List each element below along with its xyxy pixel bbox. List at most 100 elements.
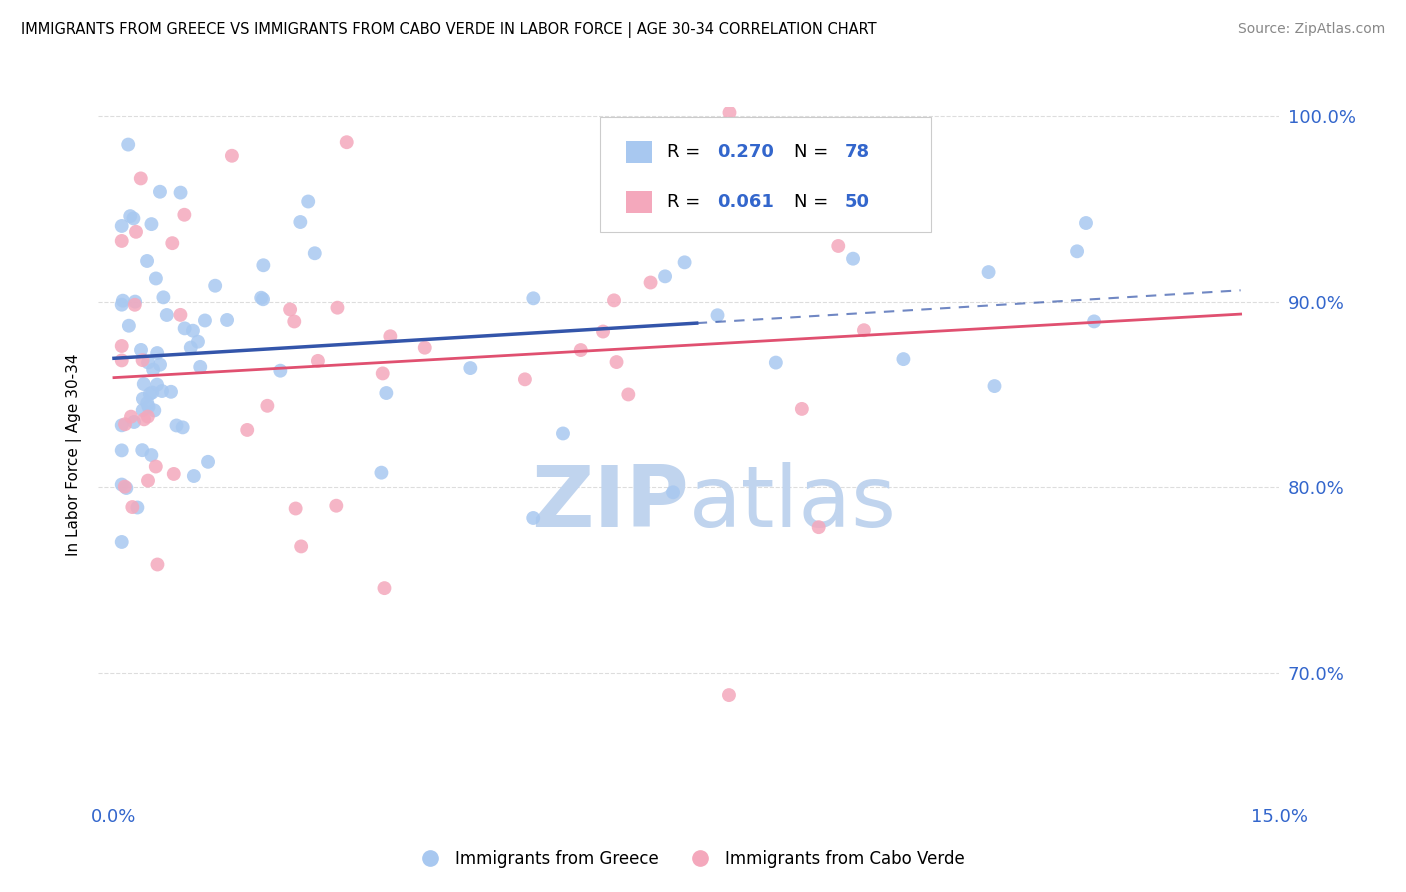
Point	[166, 418, 188, 433]
Point	[804, 219, 827, 233]
Point	[217, 313, 239, 327]
Point	[1074, 216, 1097, 230]
Point	[513, 372, 536, 386]
Point	[592, 325, 614, 339]
Point	[141, 217, 163, 231]
Text: 0.270: 0.270	[717, 143, 775, 161]
FancyBboxPatch shape	[600, 118, 931, 232]
Point	[132, 377, 155, 392]
Point	[120, 409, 142, 424]
Point	[718, 105, 741, 120]
Point	[118, 318, 141, 333]
Point	[131, 353, 153, 368]
Point	[180, 341, 202, 355]
Point	[326, 301, 349, 315]
Text: R =: R =	[666, 143, 706, 161]
Point	[146, 346, 169, 360]
Point	[673, 255, 696, 269]
Point	[136, 254, 159, 268]
Point	[290, 540, 312, 554]
Point	[111, 477, 134, 491]
FancyBboxPatch shape	[626, 141, 652, 162]
Point	[204, 278, 226, 293]
Point	[706, 308, 728, 322]
Point	[197, 455, 219, 469]
Point	[662, 485, 685, 500]
Point	[853, 210, 876, 224]
Y-axis label: In Labor Force | Age 30-34: In Labor Force | Age 30-34	[66, 353, 82, 557]
Point	[156, 308, 179, 322]
Text: IMMIGRANTS FROM GREECE VS IMMIGRANTS FROM CABO VERDE IN LABOR FORCE | AGE 30-34 : IMMIGRANTS FROM GREECE VS IMMIGRANTS FRO…	[21, 22, 877, 38]
Point	[278, 302, 301, 317]
Point	[173, 208, 195, 222]
Text: N =: N =	[794, 193, 834, 211]
Point	[827, 239, 849, 253]
Point	[250, 291, 273, 305]
Point	[136, 409, 159, 424]
Point	[181, 324, 204, 338]
Point	[163, 467, 186, 481]
Point	[136, 396, 159, 410]
Point	[717, 688, 740, 702]
Point	[297, 194, 319, 209]
Point	[139, 387, 162, 401]
Point	[136, 355, 159, 369]
Point	[114, 480, 136, 494]
Point	[146, 377, 169, 392]
Point	[252, 292, 274, 306]
Point	[373, 581, 395, 595]
Point	[120, 209, 142, 223]
Point	[172, 420, 194, 434]
Point	[654, 269, 676, 284]
Point	[146, 558, 169, 572]
Point	[1083, 314, 1105, 328]
Point	[380, 329, 402, 343]
Point	[765, 355, 787, 369]
Point	[111, 298, 134, 312]
Point	[122, 211, 145, 226]
Point	[983, 379, 1005, 393]
Point	[111, 339, 134, 353]
Point	[152, 290, 174, 304]
Point	[283, 314, 305, 328]
Point	[142, 362, 165, 376]
Point	[370, 466, 392, 480]
Point	[132, 412, 155, 426]
Point	[143, 403, 166, 417]
Point	[114, 417, 136, 432]
Point	[569, 343, 592, 357]
Point	[117, 137, 139, 152]
Point	[160, 384, 183, 399]
Point	[129, 343, 152, 357]
Point	[121, 500, 143, 514]
Point	[141, 385, 163, 400]
Point	[371, 367, 394, 381]
Point	[977, 265, 1000, 279]
Point	[284, 501, 307, 516]
Point	[252, 258, 274, 272]
Point	[375, 386, 398, 401]
Point	[893, 352, 915, 367]
Point	[173, 321, 195, 335]
Point	[129, 171, 152, 186]
Point	[111, 535, 134, 549]
Point	[807, 520, 830, 534]
Point	[603, 293, 626, 308]
Point	[122, 415, 145, 429]
Point	[336, 135, 359, 149]
Point	[236, 423, 259, 437]
Point	[138, 400, 160, 414]
Point	[111, 443, 134, 458]
Point	[131, 443, 153, 458]
Text: 50: 50	[845, 193, 870, 211]
Point	[617, 387, 640, 401]
Point	[162, 236, 184, 251]
Point	[307, 354, 329, 368]
Text: 78: 78	[845, 143, 870, 161]
Legend: Immigrants from Greece, Immigrants from Cabo Verde: Immigrants from Greece, Immigrants from …	[406, 843, 972, 874]
Point	[551, 426, 574, 441]
Point	[183, 469, 205, 483]
Point	[111, 353, 134, 368]
Point	[790, 401, 813, 416]
Point	[256, 399, 278, 413]
